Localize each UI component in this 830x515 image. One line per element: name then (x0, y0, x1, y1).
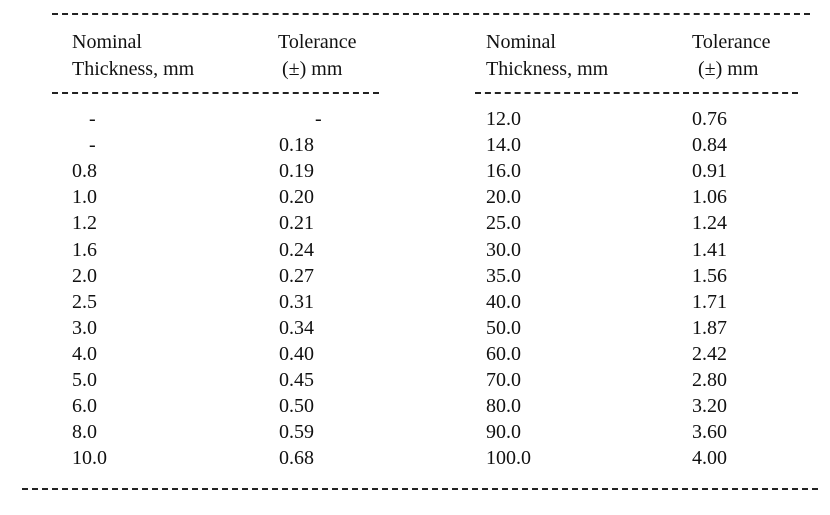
right-tolerance-cell: 1.56 (692, 264, 727, 287)
header-right-nominal-line2: Thickness, mm (486, 58, 609, 80)
right-thickness-cell: 20.0 (486, 186, 521, 209)
right-tolerance-cell: 4.00 (692, 447, 727, 470)
right-table-body: 12.0 0.76 14.0 0.84 16.0 0.91 20.0 1.06 25.0 1.24… (0, 106, 830, 486)
left-tolerance-cell: 0.45 (279, 369, 314, 391)
left-tolerance-cell: 0.31 (279, 290, 314, 313)
left-tolerance-cell: 0.40 (279, 342, 314, 365)
right-thickness-cell: 12.0 (486, 108, 521, 130)
right-thickness-cell: 14.0 (486, 134, 521, 157)
right-thickness-cell: 40.0 (486, 290, 521, 313)
header-left-nominal-line1: Nominal (72, 31, 142, 53)
header-right-nominal-line1: Nominal (486, 31, 556, 53)
right-header-dashed-rule (475, 92, 798, 94)
header-right-tolerance: Tolerance (±) mm (692, 29, 771, 83)
left-thickness-cell: - (89, 108, 96, 130)
right-thickness-cell: 16.0 (486, 160, 521, 183)
left-tolerance-cell: 0.34 (279, 316, 314, 339)
right-tolerance-cell: 1.71 (692, 290, 727, 313)
right-tolerance-cell: 1.41 (692, 238, 727, 261)
right-tolerance-cell: 0.91 (692, 160, 727, 183)
left-tolerance-cell: 0.27 (279, 264, 314, 287)
right-tolerance-cell: 3.20 (692, 395, 727, 418)
left-thickness-cell: 4.0 (72, 342, 97, 365)
left-thickness-cell: 2.5 (72, 290, 97, 313)
right-tolerance-cell: 1.87 (692, 316, 727, 339)
right-tolerance-cell: 2.42 (692, 342, 727, 365)
header-left-nominal-line2: Thickness, mm (72, 58, 195, 80)
top-dashed-rule (52, 13, 810, 15)
left-tolerance-cell: - (315, 108, 322, 130)
right-tolerance-cell: 1.06 (692, 186, 727, 209)
header-left-tolerance-line1: Tolerance (278, 31, 357, 53)
left-tolerance-cell: 0.19 (279, 160, 314, 183)
right-thickness-cell: 60.0 (486, 342, 521, 365)
right-tolerance-cell: 0.84 (692, 134, 727, 157)
right-tolerance-cell: 2.80 (692, 369, 727, 391)
header-right-nominal: Nominal Thickness, mm (486, 29, 608, 83)
left-thickness-cell: 5.0 (72, 369, 97, 391)
right-thickness-cell: 70.0 (486, 369, 521, 391)
right-tolerance-cell: 0.76 (692, 108, 727, 130)
right-thickness-cell: 100.0 (486, 447, 531, 470)
header-left-nominal: Nominal Thickness, mm (72, 29, 194, 83)
left-thickness-cell: 10.0 (72, 447, 107, 470)
left-thickness-cell: 6.0 (72, 395, 97, 418)
right-thickness-cell: 80.0 (486, 395, 521, 418)
left-tolerance-cell: 0.50 (279, 395, 314, 418)
left-thickness-cell: 3.0 (72, 316, 97, 339)
left-thickness-cell: 1.0 (72, 186, 97, 209)
header-right-tolerance-line2: (±) mm (698, 58, 759, 80)
left-tolerance-cell: 0.68 (279, 447, 314, 470)
right-thickness-cell: 50.0 (486, 316, 521, 339)
left-thickness-cell: - (89, 134, 96, 157)
left-tolerance-cell: 0.21 (279, 212, 314, 235)
left-tolerance-cell: 0.18 (279, 134, 314, 157)
left-tolerance-cell: 0.24 (279, 238, 314, 261)
bottom-dashed-rule (22, 488, 818, 490)
right-tolerance-cell: 3.60 (692, 421, 727, 444)
left-table-body: - - -0.18 0.8 0.19 1.0 0.20 1.2 0.21 1.6 0.24 2.0 0.… (0, 106, 830, 486)
header-left-tolerance: Tolerance (±) mm (278, 29, 357, 83)
left-tolerance-cell: 0.59 (279, 421, 314, 444)
right-thickness-cell: 35.0 (486, 264, 521, 287)
left-thickness-cell: 1.2 (72, 212, 97, 235)
right-tolerance-cell: 1.24 (692, 212, 727, 235)
right-thickness-cell: 90.0 (486, 421, 521, 444)
header-right-tolerance-line1: Tolerance (692, 31, 771, 53)
left-thickness-cell: 0.8 (72, 160, 97, 183)
left-thickness-cell: 8.0 (72, 421, 97, 444)
left-thickness-cell: 2.0 (72, 264, 97, 287)
right-thickness-cell: 25.0 (486, 212, 521, 235)
header-left-tolerance-line2: (±) mm (282, 58, 343, 80)
left-tolerance-cell: 0.20 (279, 186, 314, 209)
left-header-dashed-rule (52, 92, 379, 94)
right-thickness-cell: 30.0 (486, 238, 521, 261)
left-thickness-cell: 1.6 (72, 238, 97, 261)
